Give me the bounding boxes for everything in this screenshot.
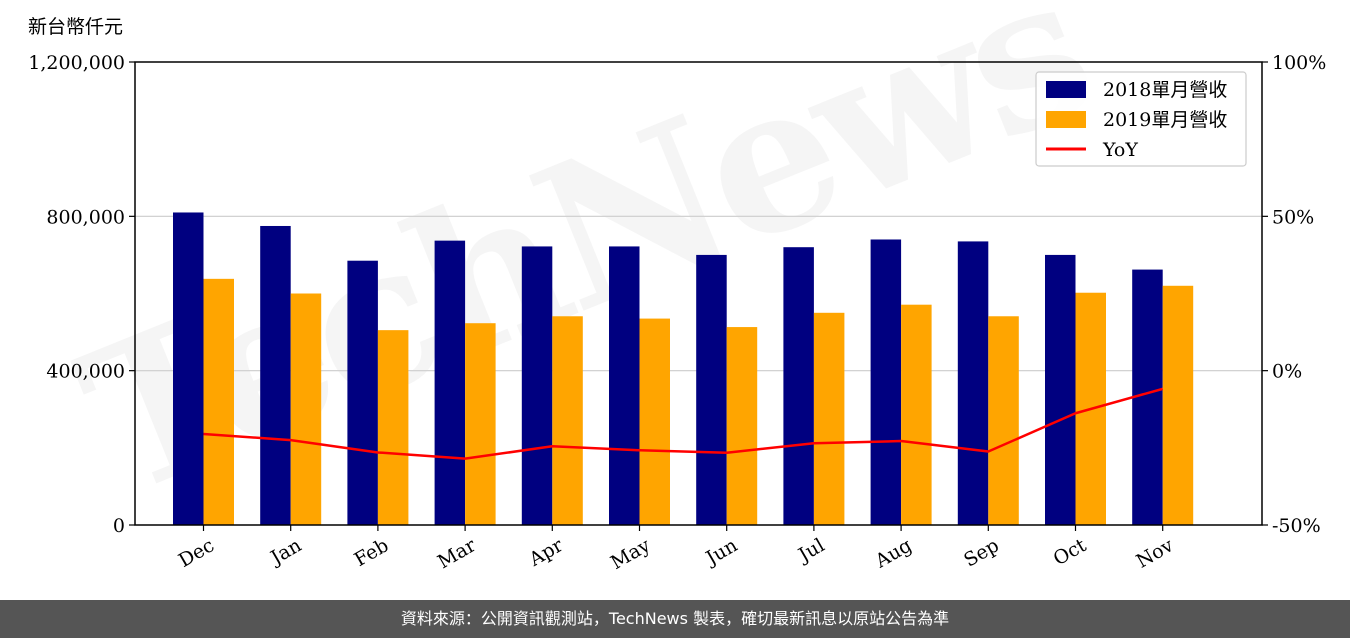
bars (173, 212, 1194, 525)
revenue-chart: TechNews 0400,000800,0001,200,000-50%0%5… (28, 0, 1326, 574)
x-tick-label-nov: Nov (1133, 534, 1178, 573)
bar-2018-may (609, 246, 640, 525)
yoy-line-path (203, 387, 1164, 460)
x-tick-label-jul: Jul (793, 534, 828, 567)
y-right-tick-label: 100% (1272, 52, 1326, 74)
legend-swatch-1 (1046, 111, 1086, 128)
x-tick-label-aug: Aug (871, 534, 916, 573)
y-right-tick-label: -50% (1272, 515, 1321, 537)
bar-2018-jun (696, 254, 727, 525)
bar-2018-oct (1045, 254, 1076, 525)
x-tick-label-oct: Oct (1050, 534, 1091, 570)
legend: 2018單月營收 2019單月營收 YoY (1035, 71, 1247, 167)
x-tick-label-jun: Jun (701, 534, 742, 570)
y-right-tick-label: 50% (1272, 206, 1314, 228)
plot-frame (134, 61, 1263, 526)
y-left-unit-label: 新台幣仟元 (28, 16, 123, 38)
bar-2018-jul (783, 247, 814, 525)
x-tick-label-sep: Sep (960, 534, 1003, 571)
bar-2018-dec (173, 212, 204, 525)
bar-2019-dec (203, 278, 234, 525)
source-footer: 資料來源：公開資訊觀測站，TechNews 製表，確切最新訊息以原站公告為準 (0, 600, 1350, 638)
bar-2019-mar (465, 323, 496, 525)
y-right-tick-label: 0% (1272, 361, 1302, 383)
x-tick-label-may: May (607, 534, 654, 574)
x-tick-label-jan: Jan (265, 534, 305, 570)
x-tick-label-apr: Apr (525, 534, 568, 571)
bar-2018-mar (434, 240, 466, 525)
legend-swatch-0 (1046, 81, 1086, 98)
bar-2019-jul (813, 312, 845, 525)
legend-box (1035, 71, 1247, 167)
legend-label-0: 2018單月營收 (1103, 79, 1227, 101)
bar-2019-nov (1162, 285, 1194, 525)
bar-2019-jun (726, 327, 758, 525)
bar-2018-jan (260, 225, 291, 525)
bar-2019-feb (377, 330, 409, 525)
y-left-tick-label: 400,000 (46, 361, 125, 383)
bar-2018-sep (957, 241, 989, 525)
bar-2019-aug (901, 304, 932, 525)
bar-2018-aug (870, 239, 902, 525)
y-left-tick-label: 1,200,000 (28, 52, 125, 74)
y-left-tick-label: 800,000 (46, 206, 125, 228)
legend-label-1: 2019單月營收 (1103, 109, 1227, 131)
y-left-tick-label: 0 (113, 515, 125, 537)
bar-2019-apr (552, 316, 583, 525)
x-tick-label-dec: Dec (175, 534, 218, 572)
x-tick-label-feb: Feb (351, 534, 393, 571)
bar-2018-apr (521, 246, 553, 525)
bar-2019-jan (290, 293, 322, 525)
bar-2018-nov (1132, 269, 1163, 525)
yoy-line (203, 387, 1164, 460)
bar-2018-feb (347, 260, 378, 525)
x-tick-label-mar: Mar (434, 534, 480, 573)
bar-2019-sep (988, 316, 1019, 525)
bar-2019-may (639, 318, 670, 525)
legend-label-2: YoY (1102, 139, 1138, 161)
